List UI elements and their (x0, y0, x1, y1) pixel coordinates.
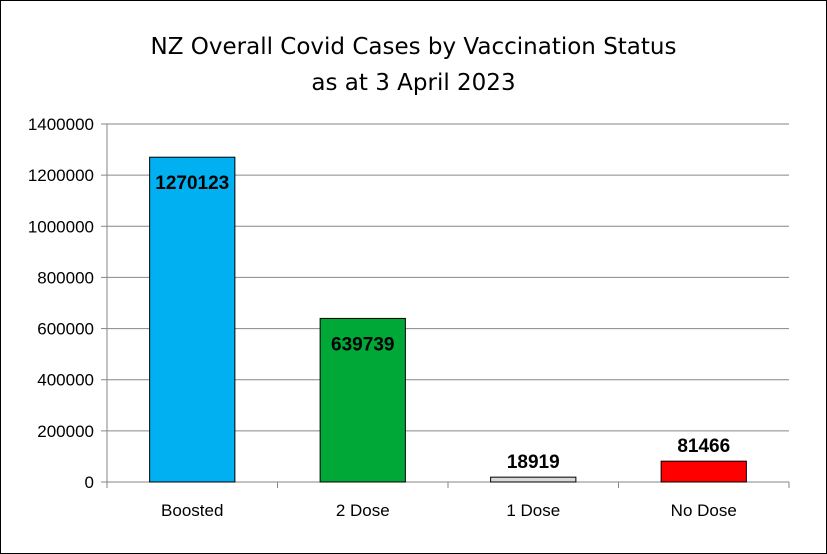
y-tick-label: 1000000 (28, 217, 94, 236)
x-category-label: 1 Dose (506, 501, 560, 520)
x-category-label: Boosted (161, 501, 223, 520)
y-tick-label: 0 (85, 473, 94, 492)
chart-title-line-1: NZ Overall Covid Cases by Vaccination St… (150, 34, 677, 60)
y-tick-label: 1400000 (28, 115, 94, 134)
y-tick-label: 400000 (37, 371, 94, 390)
data-label: 81466 (677, 436, 730, 457)
y-tick-label: 200000 (37, 422, 94, 441)
x-category-label: No Dose (671, 501, 737, 520)
bar-1-dose (490, 476, 577, 483)
bar-2-dose (319, 317, 406, 483)
chart-title-line-2: as at 3 April 2023 (311, 70, 516, 96)
y-tick-label: 1200000 (28, 166, 94, 185)
data-label: 639739 (331, 334, 394, 355)
y-tick-label: 600000 (37, 320, 94, 339)
data-label: 18919 (507, 452, 560, 473)
bar-boosted (149, 156, 236, 483)
y-tick-label: 800000 (37, 268, 94, 287)
x-category-label: 2 Dose (336, 501, 390, 520)
bar-no-dose (660, 460, 747, 483)
data-label: 1270123 (155, 173, 229, 194)
